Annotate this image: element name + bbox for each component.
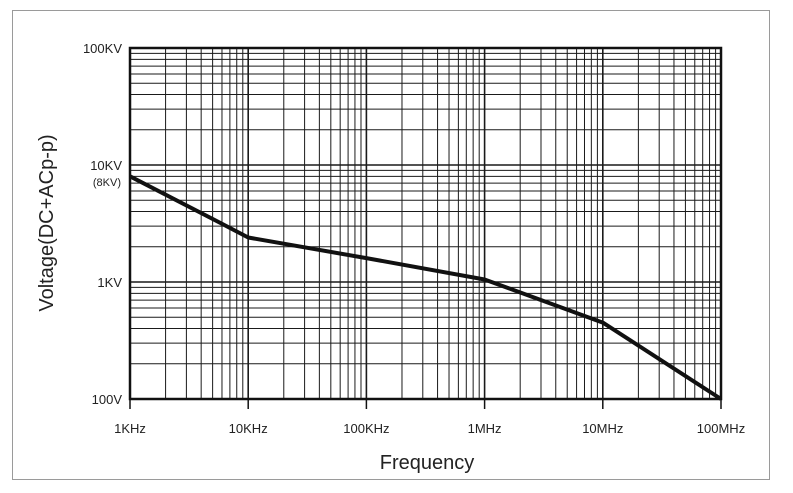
y-axis-label: Voltage(DC+ACp-p): [36, 134, 58, 311]
y-tick-label: 100V: [92, 392, 123, 407]
plot-border: [128, 46, 723, 401]
chart-frame: [12, 10, 770, 480]
y-tick-label: 100KV: [83, 41, 122, 56]
y-tick-label: 1KV: [97, 275, 122, 290]
x-tick-label: 10KHz: [229, 421, 268, 436]
x-tick-label: 1MHz: [468, 421, 502, 436]
voltage-curve: [129, 174, 723, 401]
x-tick-label: 100KHz: [343, 421, 389, 436]
x-tick-label: 1KHz: [114, 421, 146, 436]
x-tick-label: 10MHz: [582, 421, 623, 436]
y-annotation-label: (8KV): [93, 177, 121, 189]
grid: [128, 46, 723, 401]
x-tick-label: 100MHz: [697, 421, 745, 436]
y-tick-label: 10KV: [90, 158, 122, 173]
series: [129, 174, 723, 401]
x-axis-label: Frequency: [380, 452, 475, 474]
x-tick-labels: 1KHz 10KHz 100KHz 1MHz 10MHz 100MHz: [114, 399, 745, 436]
y-tick-labels: 100KV 10KV 1KV 100V (8KV): [83, 41, 122, 407]
